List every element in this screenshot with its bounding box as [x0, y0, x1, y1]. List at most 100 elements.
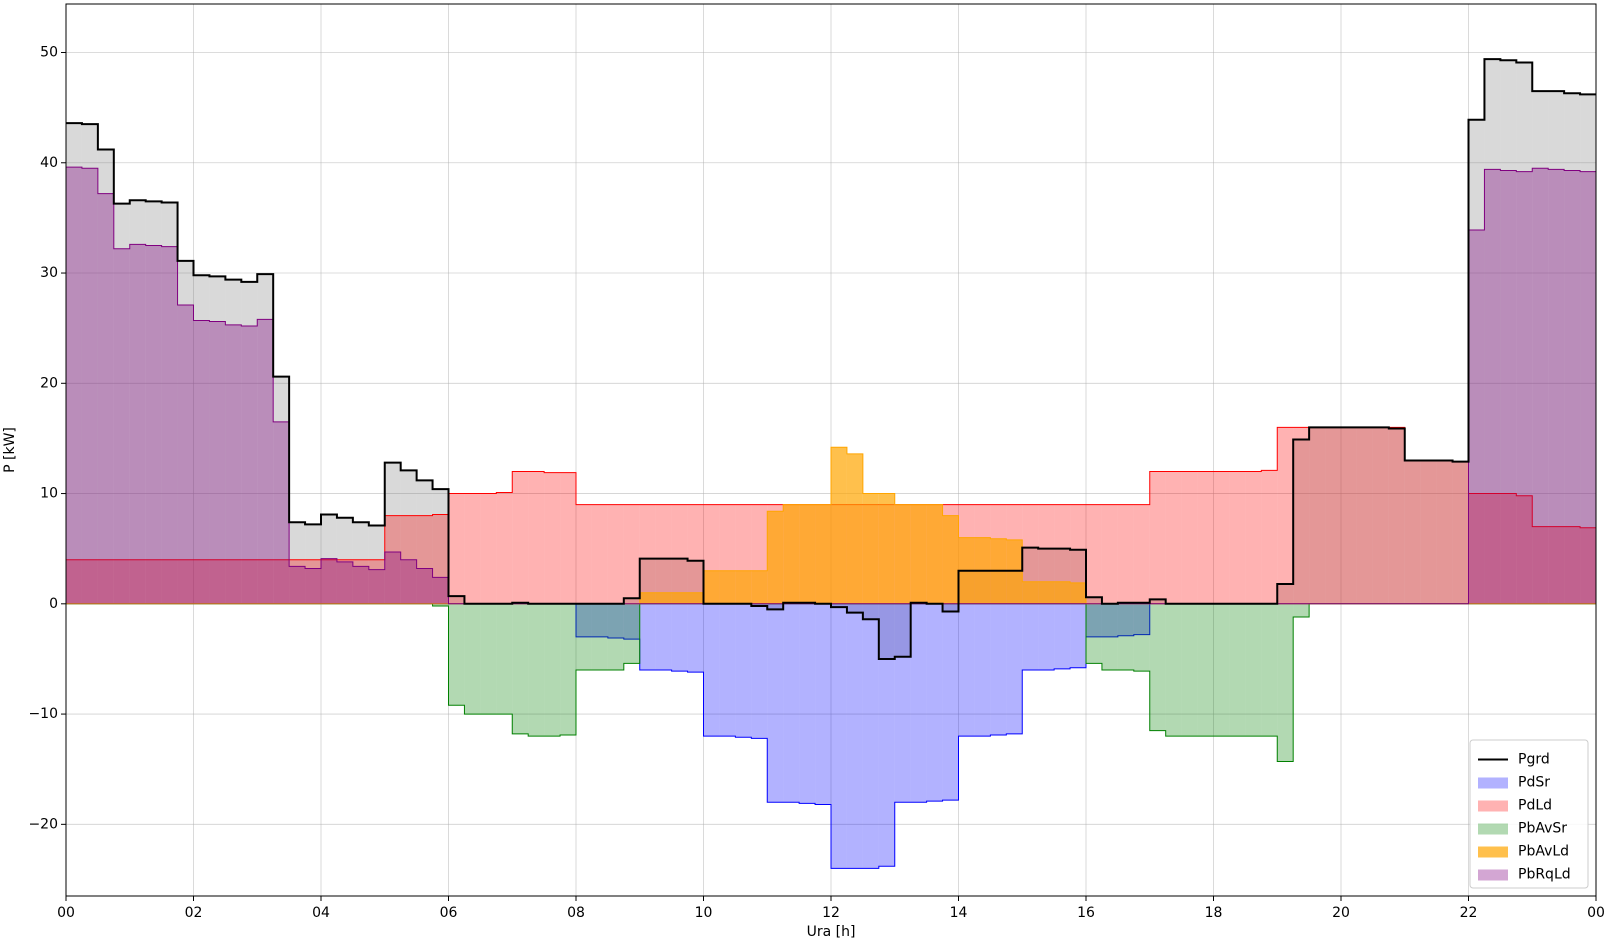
- step-area: [1133, 603, 1150, 672]
- x-tick-label: 08: [567, 905, 585, 921]
- step-line: [66, 58, 1596, 660]
- step-area: [97, 149, 114, 604]
- step-area: [432, 577, 449, 604]
- step-area: [400, 559, 417, 604]
- step-area: [1086, 504, 1102, 604]
- step-area: [735, 603, 752, 738]
- step-area: [591, 603, 608, 670]
- step-area: [1277, 603, 1294, 762]
- step-area: [1293, 603, 1310, 618]
- step-area: [145, 245, 162, 604]
- step-area: [384, 515, 401, 604]
- step-area: [1388, 428, 1405, 604]
- step-area: [177, 260, 194, 604]
- step-area: [974, 603, 991, 737]
- step-area: [831, 603, 847, 869]
- step-area: [1022, 504, 1039, 604]
- step-area: [1564, 170, 1581, 604]
- step-area: [576, 603, 592, 670]
- step-area: [1277, 427, 1294, 604]
- x-tick-label: 00: [1587, 905, 1605, 921]
- step-area: [894, 504, 911, 604]
- step-area: [209, 559, 226, 604]
- step-area: [1484, 169, 1501, 604]
- step-area: [544, 603, 561, 737]
- step-area: [671, 603, 688, 672]
- step-area: [528, 603, 545, 737]
- x-tick-label: 10: [695, 905, 713, 921]
- step-area: [97, 559, 114, 604]
- step-area: [1197, 603, 1214, 737]
- step-area: [719, 570, 736, 604]
- step-area: [942, 603, 959, 801]
- step-area: [799, 504, 816, 604]
- step-area: [368, 525, 385, 604]
- step-area: [655, 592, 672, 604]
- x-tick-label: 14: [950, 905, 968, 921]
- step-area: [81, 124, 98, 604]
- step-area: [1404, 460, 1421, 604]
- step-area: [416, 568, 433, 604]
- step-area: [1117, 603, 1134, 636]
- step-area: [145, 559, 162, 604]
- series-area: [576, 603, 1150, 869]
- step-area: [607, 504, 624, 604]
- step-area: [767, 603, 784, 803]
- step-area: [703, 603, 720, 737]
- step-area: [846, 603, 863, 613]
- step-area: [846, 603, 863, 869]
- step-area: [1436, 460, 1453, 604]
- step-area: [576, 504, 592, 604]
- step-area: [81, 559, 98, 604]
- step-area: [336, 561, 353, 604]
- step-area: [257, 559, 274, 604]
- step-area: [1500, 170, 1517, 604]
- step-area: [448, 596, 465, 604]
- step-area: [831, 447, 847, 604]
- step-area: [1277, 583, 1294, 604]
- step-area: [1038, 504, 1055, 604]
- step-area: [1309, 427, 1326, 604]
- step-area: [623, 598, 640, 604]
- series-area: [66, 59, 1596, 659]
- step-area: [1309, 427, 1326, 604]
- step-area: [1452, 461, 1469, 604]
- step-area: [862, 603, 879, 869]
- step-area: [687, 592, 704, 604]
- step-area: [783, 603, 800, 803]
- step-area: [1133, 504, 1150, 604]
- step-area: [655, 603, 672, 670]
- y-tick-label: 20: [40, 375, 58, 391]
- step-area: [81, 168, 98, 604]
- step-area: [719, 603, 736, 737]
- step-area: [1149, 471, 1166, 604]
- step-area: [1420, 460, 1437, 604]
- step-area: [528, 471, 545, 604]
- step-area: [209, 276, 226, 604]
- step-area: [783, 504, 800, 604]
- step-area: [751, 570, 768, 604]
- step-area: [1006, 539, 1023, 604]
- step-area: [799, 603, 816, 804]
- series-area: [432, 603, 1310, 762]
- step-area: [1117, 603, 1134, 670]
- step-area: [129, 559, 146, 604]
- step-area: [1356, 427, 1373, 604]
- step-area: [321, 514, 337, 604]
- step-area: [1054, 504, 1071, 604]
- step-area: [894, 603, 911, 803]
- step-area: [560, 603, 576, 736]
- step-area: [368, 559, 385, 604]
- legend-label: Pgrd: [1518, 752, 1550, 768]
- step-area: [1070, 603, 1086, 668]
- x-tick-label: 20: [1332, 905, 1350, 921]
- step-area: [1325, 427, 1341, 604]
- step-area: [942, 515, 959, 604]
- step-area: [496, 492, 513, 604]
- step-area: [416, 515, 433, 604]
- step-area: [161, 246, 178, 604]
- step-area: [305, 559, 321, 604]
- step-area: [1245, 603, 1262, 737]
- legend-label: PbAvSr: [1518, 821, 1567, 837]
- step-area: [735, 570, 752, 604]
